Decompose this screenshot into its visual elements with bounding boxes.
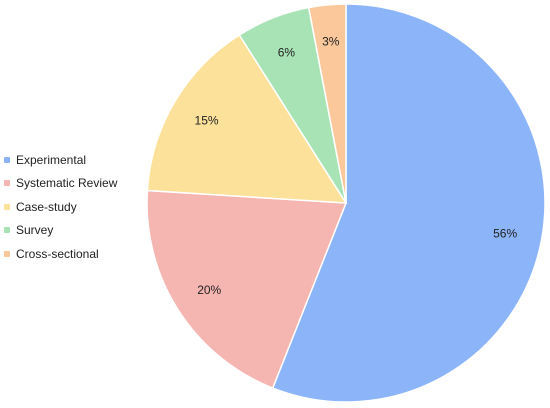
legend-item-survey[interactable]: Survey: [4, 219, 117, 243]
legend-item-case-study[interactable]: Case-study: [4, 195, 117, 219]
pie-label-survey: 6%: [278, 45, 296, 59]
pie-label-cross-sectional: 3%: [322, 35, 340, 49]
pie-percent-labels: 56% 20% 15% 6% 3%: [195, 35, 518, 297]
legend: Experimental Systematic Review Case-stud…: [4, 148, 117, 266]
legend-label: Survey: [16, 223, 54, 238]
legend-item-systematic-review[interactable]: Systematic Review: [4, 172, 117, 196]
pie-slice-case-study[interactable]: [146, 33, 348, 204]
legend-label: Systematic Review: [16, 176, 118, 191]
pie-label-systematic-review: 20%: [197, 283, 221, 297]
pie-slice-cross-sectional[interactable]: [307, 3, 347, 204]
pie-label-case-study: 15%: [195, 114, 219, 128]
legend-swatch: [4, 180, 10, 187]
pie-slice-systematic-review[interactable]: [146, 189, 348, 390]
legend-item-cross-sectional[interactable]: Cross-sectional: [4, 242, 117, 266]
legend-label: Cross-sectional: [16, 246, 99, 261]
pie-slice-experimental[interactable]: [271, 3, 546, 403]
legend-item-experimental[interactable]: Experimental: [4, 148, 117, 172]
pie-label-experimental: 56%: [493, 226, 517, 240]
pie-slices: [146, 3, 546, 403]
legend-swatch: [4, 227, 10, 234]
legend-swatch: [4, 250, 10, 257]
legend-label: Case-study: [16, 199, 77, 214]
legend-swatch: [4, 203, 10, 210]
legend-label: Experimental: [16, 152, 87, 167]
legend-swatch: [4, 156, 10, 163]
